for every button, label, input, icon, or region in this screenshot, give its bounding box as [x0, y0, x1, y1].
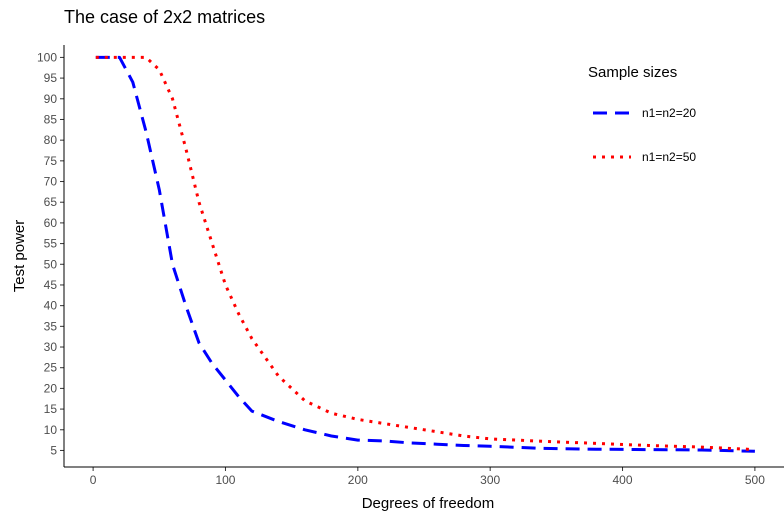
x-axis-title: Degrees of freedom: [362, 495, 495, 512]
x-tick-label: 200: [348, 473, 368, 487]
legend-title: Sample sizes: [588, 64, 677, 81]
y-tick-label: 80: [44, 133, 58, 147]
y-tick-label: 35: [44, 319, 58, 333]
x-axis-ticks: 0 100 200 300 400 500: [90, 467, 765, 487]
series-line-2: [95, 55, 755, 452]
y-tick-label: 75: [44, 154, 58, 168]
legend-label-series-2: n1=n2=50: [642, 150, 696, 164]
y-tick-label: 45: [44, 278, 58, 292]
y-tick-label: 5: [50, 443, 57, 457]
y-tick-label: 20: [44, 381, 58, 395]
y-axis-title: Test power: [11, 220, 28, 293]
y-tick-label: 10: [44, 423, 58, 437]
y-tick-label: 15: [44, 402, 58, 416]
x-tick-label: 400: [613, 473, 633, 487]
legend: Sample sizes n1=n2=20 n1=n2=50: [588, 64, 696, 164]
x-tick-label: 100: [215, 473, 235, 487]
y-axis-ticks: 5 10 15 20 25 30 35 40 45 50 55 60 65 70 75 80 85 90 95 100: [37, 50, 64, 457]
x-tick-label: 500: [745, 473, 765, 487]
y-tick-label: 65: [44, 195, 58, 209]
y-tick-label: 60: [44, 216, 58, 230]
y-tick-label: 100: [37, 50, 57, 64]
y-tick-label: 95: [44, 71, 58, 85]
y-tick-label: 70: [44, 175, 58, 189]
x-tick-label: 300: [480, 473, 500, 487]
y-tick-label: 85: [44, 112, 58, 126]
chart-title: The case of 2x2 matrices: [64, 7, 265, 27]
y-tick-label: 40: [44, 299, 58, 313]
series-layer: [95, 55, 755, 453]
y-tick-label: 50: [44, 257, 58, 271]
y-tick-label: 30: [44, 340, 58, 354]
legend-label-series-1: n1=n2=20: [642, 106, 696, 120]
y-tick-label: 25: [44, 361, 58, 375]
x-tick-label: 0: [90, 473, 97, 487]
y-tick-label: 90: [44, 92, 58, 106]
series-line-1: [95, 55, 755, 453]
y-tick-label: 55: [44, 237, 58, 251]
